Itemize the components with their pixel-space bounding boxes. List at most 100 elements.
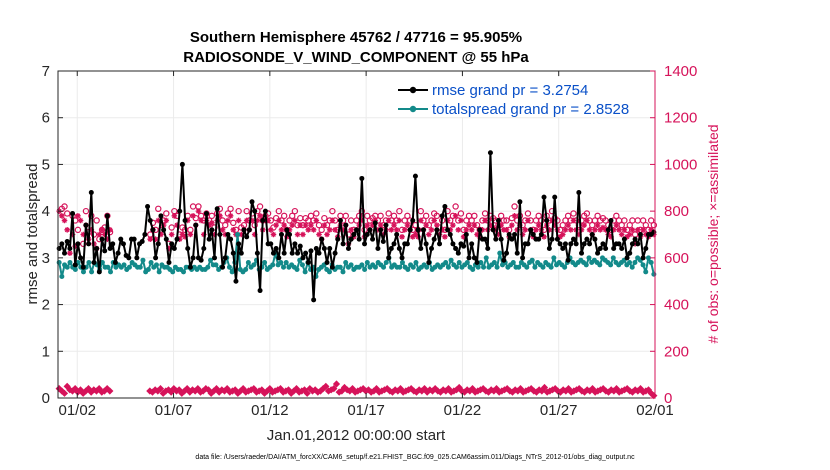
rmse-point [297, 243, 303, 249]
x-tick-label: 01/02 [58, 402, 96, 419]
obs-rejected-point [647, 389, 655, 397]
obs-assimilated-point [225, 217, 231, 224]
obs-assimilated-point [195, 208, 202, 214]
rmse-point [80, 264, 86, 270]
obs-rejected-point [156, 385, 165, 393]
rmse-point [487, 150, 493, 156]
rmse-point [281, 250, 287, 256]
totalspread-point [156, 269, 162, 275]
obs-possible-point [313, 210, 320, 217]
x-tick-label: 01/17 [347, 402, 385, 419]
rmse-point [643, 246, 649, 252]
obs-assimilated-point [265, 217, 271, 224]
obs-assimilated-point [584, 217, 590, 224]
obs-assimilated-point [184, 217, 191, 224]
obs-rejected-point [380, 386, 389, 394]
obs-rejected-point [639, 388, 647, 396]
rmse-point [517, 199, 523, 205]
obs-assimilated-point [468, 227, 475, 233]
obs-rejected-point [546, 387, 554, 395]
obs-assimilated-point [69, 231, 76, 238]
rmse-point [587, 241, 593, 247]
rmse-point [525, 241, 531, 247]
totalspread-point [475, 264, 481, 270]
totalspread-point [137, 264, 143, 270]
rmse-point [351, 232, 357, 237]
totalspread-point [464, 260, 470, 266]
obs-possible-point [639, 217, 647, 224]
obs-assimilated-point [324, 231, 330, 238]
totalspread-point [610, 255, 616, 261]
obs-assimilated-point [77, 217, 84, 224]
obs-possible-point [564, 212, 572, 220]
rmse-point [233, 278, 239, 284]
totalspread-point [478, 260, 484, 266]
rmse-point [212, 255, 218, 261]
obs-rejected-point [407, 385, 415, 393]
obs-assimilated-point [471, 222, 478, 228]
y-left-tick-label: 2 [42, 297, 50, 314]
rmse-point [75, 241, 81, 247]
rmse-point [230, 250, 236, 256]
obs-assimilated-point [329, 217, 336, 224]
totalspread-point [348, 262, 354, 268]
totalspread-point [299, 262, 305, 268]
obs-assimilated-point [300, 231, 306, 238]
totalspread-point [213, 262, 219, 268]
obs-assimilated-point [624, 234, 630, 240]
obs-rejected-point [364, 386, 373, 394]
obs-assimilated-point [479, 227, 486, 233]
obs-possible-point [385, 210, 392, 217]
rmse-point [321, 246, 327, 252]
rmse-point [86, 241, 92, 247]
obs-assimilated-point [59, 213, 65, 219]
totalspread-point [608, 262, 614, 268]
obs-rejected-point [90, 386, 98, 394]
rmse-point [359, 175, 365, 181]
totalspread-point [170, 269, 176, 275]
rmse-point [158, 213, 164, 219]
obs-possible-point [650, 221, 658, 229]
y-left-tick-label: 5 [42, 156, 50, 173]
rmse-point [370, 236, 376, 242]
obs-assimilated-point [458, 217, 464, 224]
obs-rejected-point [348, 385, 357, 393]
y-left-tick-label: 4 [42, 203, 50, 220]
rmse-point [214, 206, 220, 212]
rmse-point [520, 255, 526, 261]
obs-rejected-point [71, 385, 79, 393]
totalspread-point [245, 260, 251, 266]
totalspread-point [643, 269, 649, 275]
obs-assimilated-point [230, 227, 237, 233]
obs-assimilated-point [359, 217, 365, 224]
y-right-tick-label: 1200 [664, 110, 697, 127]
obs-assimilated-point [75, 213, 81, 219]
totalspread-point [148, 260, 154, 266]
rmse-point [78, 255, 84, 261]
chart-subtitle: RADIOSONDE_V_WIND_COMPONENT @ 55 hPa [183, 49, 529, 66]
obs-rejected-point [508, 388, 517, 396]
rmse-point [544, 217, 550, 223]
rmse-point [102, 248, 108, 254]
obs-rejected-point [492, 385, 501, 393]
obs-assimilated-point [217, 213, 223, 219]
rmse-point [463, 232, 469, 237]
obs-rejected-point [535, 386, 543, 394]
obs-assimilated-point [206, 222, 212, 228]
obs-rejected-point [332, 380, 341, 388]
rmse-point [394, 232, 400, 237]
obs-rejected-point [578, 387, 586, 395]
rmse-point [260, 217, 266, 223]
legend-rmse-label: rmse grand pr = 3.2754 [432, 82, 588, 99]
obs-rejected-point [260, 389, 269, 397]
obs-rejected-point [340, 383, 349, 392]
rmse-point [482, 236, 488, 242]
obs-rejected-point [202, 385, 210, 393]
totalspread-point [481, 264, 487, 270]
rmse-point [118, 236, 124, 242]
obs-possible-point [503, 217, 510, 224]
ticks: 01/02 01/07 01/12 01/17 01/22 01/27 02/0101234… [42, 63, 698, 419]
obs-assimilated-point [578, 227, 585, 233]
obs-assimilated-point [235, 217, 242, 224]
rmse-point [59, 241, 65, 247]
